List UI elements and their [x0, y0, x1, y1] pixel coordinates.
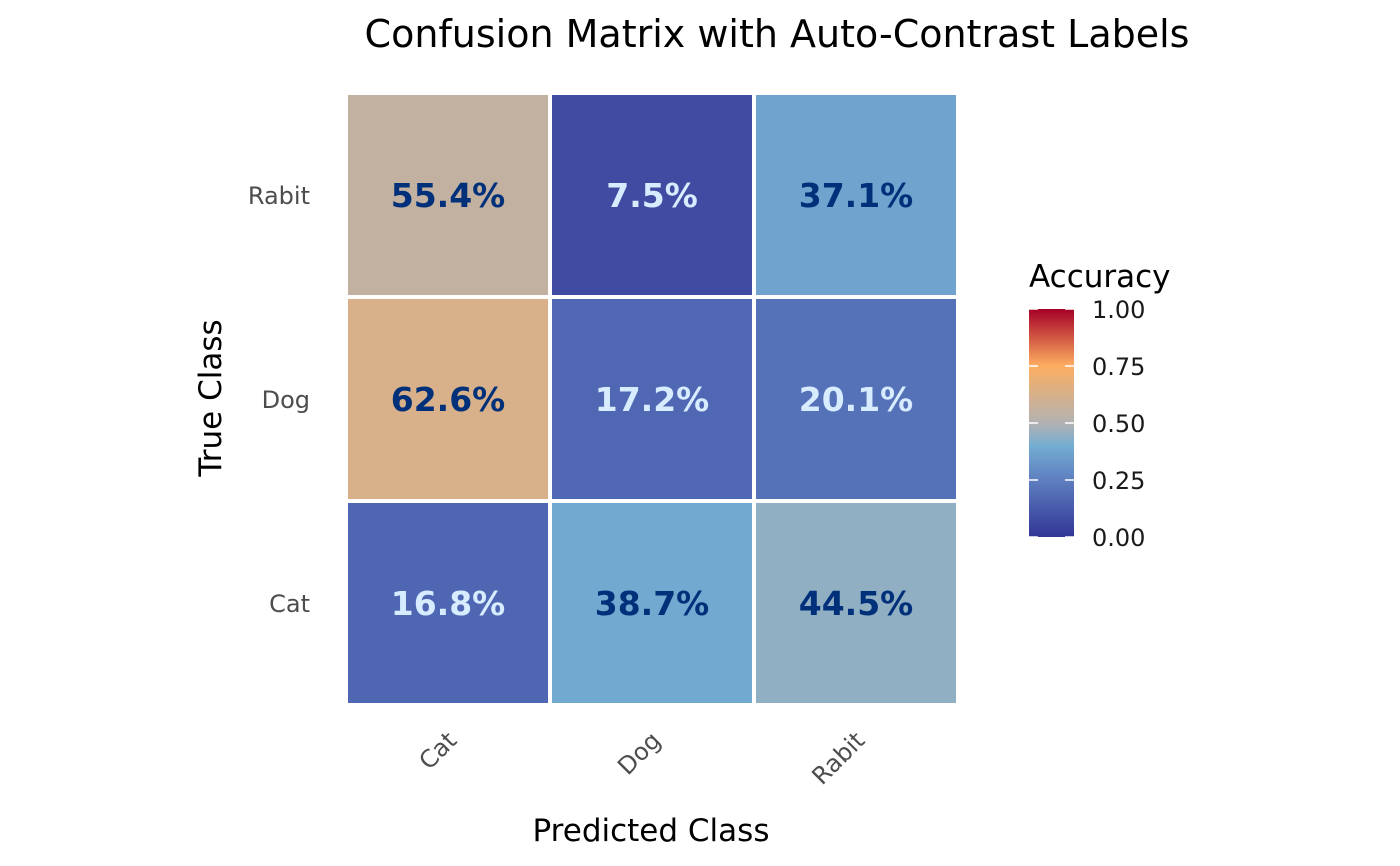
y-axis-tick-labels: Cat Dog Rabit: [248, 182, 310, 618]
heatmap-cell-rabit-rabit: [752, 91, 960, 299]
cell-value-label: 55.4%: [391, 176, 506, 215]
y-axis-title: True Class: [193, 319, 229, 477]
x-tick-label: Dog: [612, 726, 666, 780]
y-tick-label: Dog: [262, 386, 310, 414]
x-tick-label: Rabit: [806, 726, 870, 790]
cell-value-label: 37.1%: [799, 176, 914, 215]
y-tick-label: Rabit: [248, 182, 310, 210]
heatmap-cell-cat-rabit: [752, 499, 960, 707]
cell-value-label: 62.6%: [391, 380, 506, 419]
heatmap-cells: [344, 91, 960, 707]
legend-tick-label: 0.25: [1092, 467, 1145, 495]
cell-value-label: 38.7%: [595, 584, 710, 623]
chart-title: Confusion Matrix with Auto-Contrast Labe…: [365, 12, 1190, 56]
legend-tick-label: 1.00: [1092, 296, 1145, 324]
heatmap-cell-rabit-dog: [548, 91, 756, 299]
cell-value-label: 44.5%: [799, 584, 914, 623]
x-tick-label: Cat: [414, 726, 463, 775]
heatmap-cell-cat-dog: [548, 499, 756, 707]
cell-value-label: 16.8%: [391, 584, 506, 623]
cell-value-label: 17.2%: [595, 380, 710, 419]
color-legend: Accuracy 0.00 0.25 0.50 0.75 1.00: [1029, 259, 1171, 552]
heatmap-cell-dog-rabit: [752, 295, 960, 503]
legend-tick-label: 0.00: [1092, 524, 1145, 552]
y-tick-label: Cat: [269, 590, 310, 618]
legend-title: Accuracy: [1029, 259, 1171, 295]
heatmap-cell-rabit-cat: [344, 91, 552, 299]
x-axis-title: Predicted Class: [533, 813, 770, 849]
x-axis-tick-labels: Cat Dog Rabit: [414, 726, 871, 790]
cell-value-label: 7.5%: [606, 176, 698, 215]
legend-ticks: 0.00 0.25 0.50 0.75 1.00: [1029, 296, 1145, 552]
legend-tick-label: 0.75: [1092, 353, 1145, 381]
cell-value-label: 20.1%: [799, 380, 914, 419]
heatmap-cell-cat-cat: [344, 499, 552, 707]
heatmap-cell-labels: 55.4% 7.5% 37.1% 62.6% 17.2% 20.1% 16.8% 38.7% 4…: [391, 176, 914, 623]
legend-tick-label: 0.50: [1092, 410, 1145, 438]
